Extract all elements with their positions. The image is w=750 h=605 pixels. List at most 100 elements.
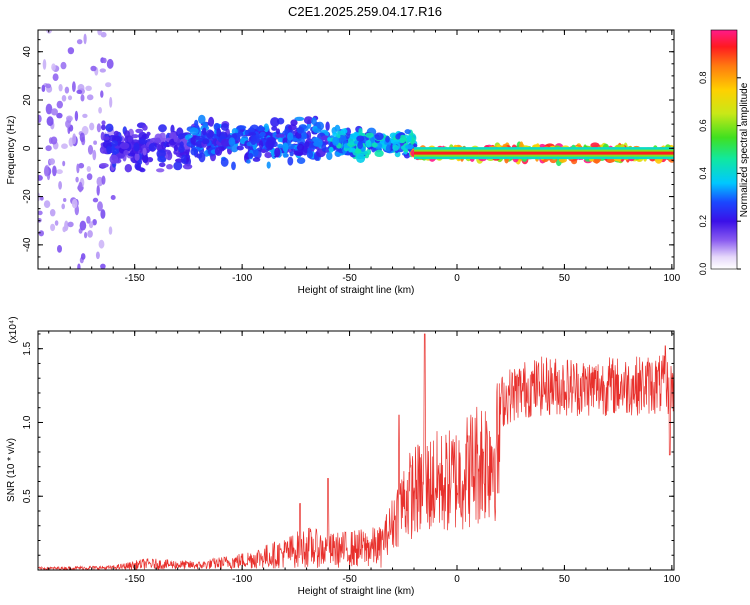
heatmap-cell [61, 203, 65, 210]
heatmap-cell [228, 137, 236, 147]
y-tick-label: -20 [22, 189, 33, 204]
heatmap-cell [57, 245, 62, 253]
heatmap-cell [148, 143, 157, 152]
heatmap-cell [357, 141, 363, 150]
heatmap-cell [220, 138, 231, 147]
heatmap-cell [303, 116, 314, 125]
heatmap-cell [43, 200, 51, 209]
heatmap-cell [85, 85, 92, 92]
heatmap-cell [202, 127, 207, 136]
heatmap-cell [75, 176, 79, 183]
page-title: C2E1.2025.259.04.17.R16 [288, 4, 442, 19]
heatmap-cell [52, 165, 57, 177]
heatmap-cell [54, 220, 59, 226]
heatmap-cell [258, 140, 264, 149]
snr-panel: -150 -100 -50 0 50 100 0.5 1.0 1.5 Height of str… [6, 316, 681, 597]
heatmap-cell [109, 154, 119, 164]
y-tick-label: 0 [22, 145, 33, 151]
heatmap-cell [158, 124, 167, 133]
y-tick-label: 20 [22, 94, 33, 106]
heatmap-cell [77, 263, 81, 269]
heatmap-cell [110, 195, 116, 200]
heatmap-cell [266, 161, 271, 169]
heatmap-cell [86, 166, 92, 172]
heatmap-cell [296, 157, 306, 165]
heatmap-cell [67, 221, 74, 228]
heatmap-cell [38, 175, 43, 181]
heatmap-cell [83, 33, 87, 45]
snr-frame [37, 330, 675, 571]
heatmap-cell [247, 153, 254, 159]
heatmap-cells [38, 30, 674, 292]
heatmap-cell [289, 151, 294, 157]
heatmap-cell [54, 279, 57, 289]
heatmap-cell [100, 131, 105, 141]
heatmap-cell [87, 230, 93, 238]
colorbar-gradient [710, 29, 738, 270]
y-tick-label: 1.0 [22, 415, 33, 429]
heatmap-cell [314, 138, 323, 147]
heatmap-cell [101, 120, 106, 126]
heatmap-cell [76, 39, 83, 45]
heatmap-cell [326, 151, 333, 161]
heatmap-cell [208, 116, 215, 127]
heatmap-cell [101, 270, 105, 276]
heatmap-cell [156, 149, 166, 159]
heatmap-cell [105, 82, 112, 88]
heatmap-cell [51, 63, 56, 71]
heatmap-cell [358, 127, 363, 136]
heatmap-cell [124, 130, 130, 138]
colorbar-label: Normalized spectral amplitude [739, 82, 750, 217]
heatmap-cell [166, 164, 173, 170]
x-tick-label: -150 [125, 574, 145, 585]
heatmap-cell [156, 168, 165, 173]
heatmap-cell [99, 68, 107, 73]
heatmap-cell [71, 198, 78, 209]
heatmap-cell [190, 147, 198, 156]
heatmap-cell [89, 122, 95, 131]
heatmap-cell [237, 125, 247, 130]
heatmap-cell [92, 149, 97, 161]
heatmap-cell [146, 131, 151, 136]
heatmap-cell [177, 133, 185, 140]
heatmap-cell [56, 283, 63, 292]
colorbar: 0.0 0.2 0.4 0.6 0.8 Normalized spectral ampl… [698, 29, 750, 276]
heatmap-cell [178, 145, 185, 153]
heatmap-cell [231, 161, 236, 171]
heatmap-cell [43, 165, 49, 177]
y-tick-label: 1.5 [22, 341, 33, 355]
heatmap-cell [123, 149, 129, 156]
heatmap-cell [247, 127, 255, 134]
heatmap-cell [49, 158, 55, 165]
heatmap-cell [79, 220, 87, 231]
heatmap-cell [78, 181, 83, 193]
heatmap-cell [84, 231, 88, 239]
heatmap-cell [101, 175, 106, 185]
x-tick-label: 50 [559, 273, 571, 284]
heatmap-cell [220, 123, 229, 131]
heatmap-cell [50, 136, 58, 145]
snr-line-area [38, 333, 674, 570]
heatmap-cell [119, 142, 130, 150]
heatmap-cell [256, 126, 266, 132]
heatmap-cell [296, 127, 305, 134]
heatmap-cell [62, 226, 67, 233]
heatmap-cell [65, 119, 71, 128]
heatmap-cell [100, 209, 106, 219]
colorbar-tick-label: 0.0 [698, 263, 708, 276]
heatmap-cell [134, 162, 142, 171]
heatmap-cell [328, 146, 334, 153]
heatmap-cell [86, 94, 94, 101]
heatmap-xlabel: Height of straight line (km) [298, 285, 415, 296]
heatmap-cell [46, 116, 54, 127]
heatmap-cell [56, 112, 63, 119]
heatmap-cell [42, 59, 47, 70]
heatmap-cell [131, 134, 139, 139]
heatmap-cell [275, 133, 285, 138]
x-tick-label: -150 [125, 273, 145, 284]
heatmap-cell [294, 116, 305, 121]
heatmap-cell [332, 132, 338, 137]
heatmap-cell [325, 121, 330, 131]
heatmap-cell [371, 142, 378, 148]
